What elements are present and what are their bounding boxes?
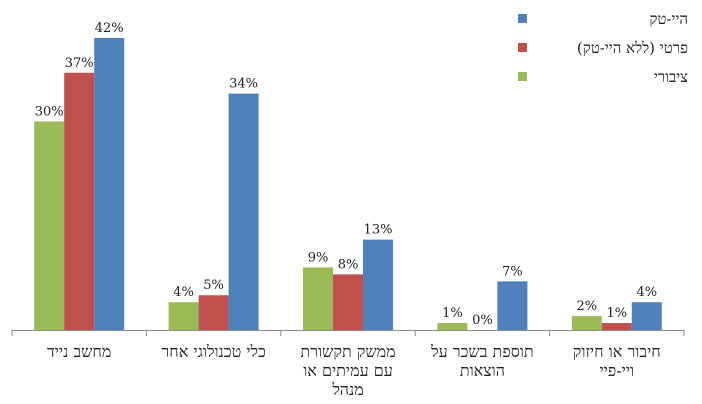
legend-swatch-private [518,43,527,52]
legend-label-hitech: היי-טק [649,10,688,28]
bar-public-cat4 [437,323,468,330]
value-label-public-cat5: 2% [576,299,597,314]
legend-item-public: ציבורי [512,66,692,95]
legend-item-private: פרטי (ללא היי-טק) [512,37,692,66]
value-label-public-cat4: 1% [442,306,463,321]
category-label-5-line1: חיבור או חיזוק [573,342,661,361]
legend-swatch-hitech [518,14,527,23]
bar-public-cat3 [303,267,333,330]
value-label-hitech-cat4: 7% [502,264,523,279]
category-label-3-line2: עם עמיתים או [303,361,393,380]
bar-public-cat1 [34,121,65,330]
category-label-4-line2: הוצאות [460,361,505,380]
value-label-private-cat1: 37% [65,56,94,71]
value-label-hitech-cat3: 13% [364,223,393,238]
legend-label-private: פרטי (ללא היי-טק) [576,39,688,57]
bar-public-cat5 [571,316,602,330]
category-label-4-line1: תוספת בשכר על [430,342,534,361]
value-label-hitech-cat5: 4% [636,285,657,300]
category-label-5-line2: ויי-פיי [599,361,634,380]
value-label-hitech-cat2: 34% [229,77,258,92]
category-label-1-line1: מחשב נייד [47,342,111,361]
value-label-public-cat2: 4% [173,285,194,300]
bar-hitech-cat2 [228,93,259,330]
bar-private-cat1 [64,72,95,330]
category-label-3-line3: מנהל [331,380,363,399]
bar-hitech-cat5 [631,302,662,330]
x-ticks-group [11,330,685,336]
bar-hitech-cat3 [363,239,393,330]
legend-swatch-public [518,72,527,81]
category-label-3-line1: ממשק תקשורת [300,342,395,361]
bar-private-cat5 [601,323,632,330]
legend-label-public: ציבורי [653,68,688,86]
bar-hitech-cat1 [94,38,125,330]
bar-private-cat2 [198,295,229,330]
value-labels-group: 30% 37% 42% 4% 5% 34% 9% 8% 13% 1% 0% 7% 2% 1% 4% [35,21,657,328]
bar-private-cat3 [333,274,363,330]
value-label-private-cat4: 0% [472,313,493,328]
category-label-2-line1: כלי טכנולוגי אחר [161,342,265,361]
value-label-private-cat5: 1% [606,306,627,321]
value-label-public-cat1: 30% [35,104,64,119]
value-label-public-cat3: 9% [308,250,329,265]
value-label-private-cat2: 5% [203,278,224,293]
bar-public-cat2 [168,302,199,330]
legend: היי-טק פרטי (ללא היי-טק) ציבורי [512,8,692,95]
bars-group [34,38,662,330]
value-label-hitech-cat1: 42% [95,21,124,36]
legend-item-hitech: היי-טק [512,8,692,37]
value-label-private-cat3: 8% [338,257,359,272]
bar-hitech-cat4 [497,281,528,330]
